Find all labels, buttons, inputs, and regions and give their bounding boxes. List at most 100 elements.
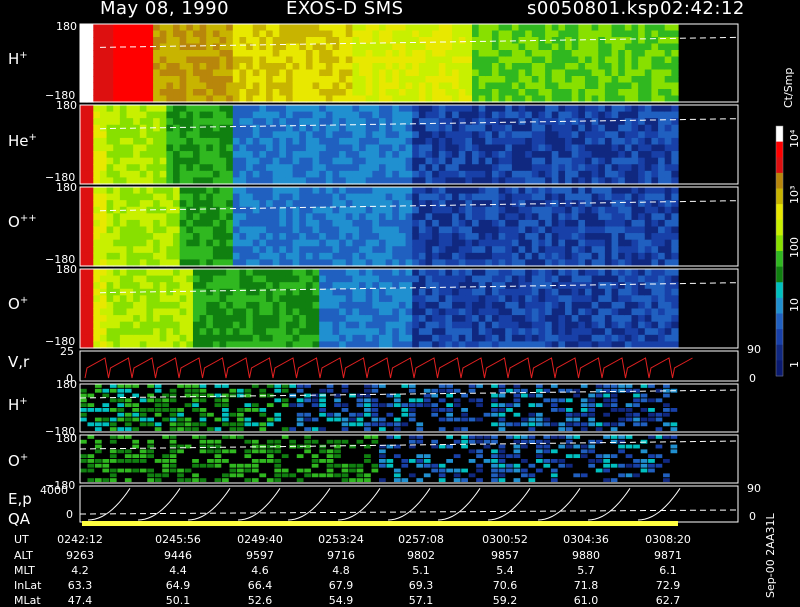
spectrogram-cell xyxy=(651,144,659,152)
spectrogram-cell xyxy=(664,30,672,38)
spectrogram-cell xyxy=(106,118,114,126)
spectrogram-cell xyxy=(445,144,453,152)
spectrogram-cell xyxy=(226,164,234,172)
spectrogram-cell xyxy=(670,408,678,412)
spectrogram-cell xyxy=(219,50,227,58)
spectrogram-cell xyxy=(219,164,227,172)
spectrogram-cell xyxy=(179,95,187,103)
spectrogram-cell xyxy=(565,288,573,296)
spectrogram-cell xyxy=(299,252,307,261)
spectrogram-cell xyxy=(126,82,134,90)
spectrogram-cell xyxy=(498,111,506,119)
spectrogram-cell xyxy=(518,193,526,201)
spectrogram-cell xyxy=(305,187,314,195)
spectrogram-cell xyxy=(658,187,666,195)
spectrogram-cell xyxy=(372,50,380,58)
spectrogram-cell xyxy=(571,334,579,343)
spectrogram-cell xyxy=(126,275,134,283)
spectrogram-cell xyxy=(485,295,493,303)
spectrogram-cell xyxy=(472,63,480,71)
spectrogram-cell xyxy=(432,56,440,64)
spectrogram-cell xyxy=(558,137,566,146)
spectrogram-cell xyxy=(332,164,340,172)
spectrogram-cell xyxy=(445,164,453,172)
spectrogram-cell xyxy=(332,252,340,261)
spectrogram-cell xyxy=(551,288,559,296)
spectrogram-cell xyxy=(184,427,192,432)
spectrogram-cell xyxy=(86,282,94,290)
spectrogram-cell xyxy=(385,56,393,64)
spectrogram-cell xyxy=(631,43,639,51)
spectrogram-cell xyxy=(485,164,493,172)
spectrogram-cell xyxy=(305,193,314,201)
spectrogram-cell xyxy=(106,30,114,38)
spectrogram-cell xyxy=(392,213,400,221)
spectrogram-cell xyxy=(631,226,639,234)
spectrogram-cell xyxy=(618,157,626,165)
spectrogram-cell xyxy=(671,144,679,152)
spectrogram-cell xyxy=(611,131,619,139)
spectrogram-cell xyxy=(518,226,526,234)
spectrogram-cell xyxy=(226,321,234,329)
spectrogram-cell xyxy=(252,219,260,228)
spectrogram-cell xyxy=(102,403,110,408)
spectrogram-cell xyxy=(571,239,579,247)
spectrogram-cell xyxy=(206,144,214,152)
spectrogram-cell xyxy=(93,69,101,77)
spectrogram-cell xyxy=(392,105,400,113)
spectrogram-cell xyxy=(272,341,280,349)
spectrogram-cell xyxy=(445,105,453,113)
spectrogram-cell xyxy=(266,226,274,234)
spectrogram-cell xyxy=(584,239,593,247)
spectrogram-cell xyxy=(651,30,659,38)
spectrogram-cell xyxy=(179,193,187,201)
spectrogram-cell xyxy=(611,24,619,32)
spectrogram-cell xyxy=(86,328,94,336)
spectrogram-cell xyxy=(173,95,181,103)
spectrogram-cell xyxy=(266,164,274,172)
spectrogram-cell xyxy=(458,233,466,241)
spectrogram-cell xyxy=(418,239,427,247)
spectrogram-cell xyxy=(618,95,626,103)
spectrogram-cell xyxy=(432,239,440,247)
spectrogram-cell xyxy=(571,63,579,71)
spectrogram-cell xyxy=(598,131,606,139)
spectrogram-cell xyxy=(425,206,433,214)
spectrogram-cell xyxy=(207,412,214,417)
spectrogram-cell xyxy=(432,82,440,90)
spectrogram-cell xyxy=(177,408,184,412)
spectrogram-cell xyxy=(339,301,347,310)
spectrogram-cell xyxy=(584,213,593,221)
spectrogram-cell xyxy=(229,449,237,454)
spectrogram-cell xyxy=(498,89,506,97)
spectrogram-cell xyxy=(365,131,373,139)
spectrogram-cell xyxy=(505,200,513,208)
spectrogram-cell xyxy=(332,69,340,77)
spectrogram-cell xyxy=(598,200,606,208)
spectrogram-cell xyxy=(199,177,207,185)
spectrogram-cell xyxy=(453,388,461,393)
spectrogram-cell xyxy=(292,187,300,195)
spectrogram-cell xyxy=(325,315,334,323)
spectrogram-cell xyxy=(80,164,88,172)
spectrogram-cell xyxy=(206,69,214,77)
spectrogram-cell xyxy=(173,206,181,214)
spectrogram-cell xyxy=(578,259,586,267)
panel-frame xyxy=(79,186,739,267)
spectrogram-cell xyxy=(525,131,533,139)
spectrogram-cell xyxy=(206,131,214,139)
spectrogram-cell xyxy=(624,137,633,146)
spectrogram-cell xyxy=(339,269,347,277)
spectrogram-cell xyxy=(192,30,201,38)
spectrogram-cell xyxy=(498,219,506,228)
spectrogram-cell xyxy=(379,157,387,165)
spectrogram-cell xyxy=(578,95,586,103)
spectrogram-cell xyxy=(518,76,526,84)
spectrogram-cell xyxy=(214,439,222,444)
spectrogram-cell xyxy=(206,30,214,38)
spectrogram-cell xyxy=(272,295,280,303)
spectrogram-cell xyxy=(392,170,400,179)
spectrogram-cell xyxy=(93,239,101,247)
spectrogram-cell xyxy=(274,412,282,417)
spectrogram-cell xyxy=(219,43,227,51)
